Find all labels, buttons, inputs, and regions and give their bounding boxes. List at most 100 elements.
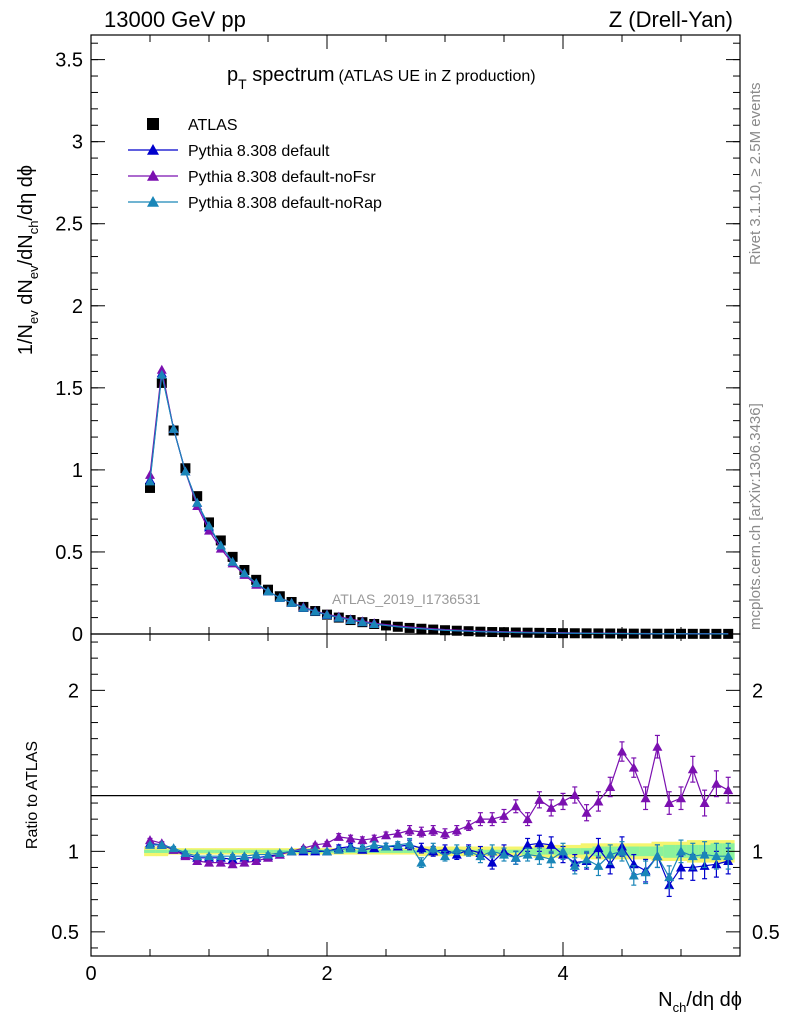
pythia-8-308-default-norap-ratio-marker	[711, 851, 722, 861]
pythia-8-308-default-norap-ratio-marker	[263, 849, 273, 859]
pythia-8-308-default-nofsr-ratio-marker	[723, 785, 734, 795]
mcplots-reference-label: mcplots.cern.ch [arXiv:1306.3436]	[747, 403, 764, 630]
pythia-8-308-default-norap-marker	[310, 606, 321, 616]
pythia-8-308-default-norap-ratio-marker	[593, 860, 604, 870]
y-tick-label: 1.5	[55, 378, 83, 400]
band-green-segment	[144, 849, 157, 853]
pythia-8-308-default-norap-ratio-marker	[310, 844, 321, 854]
pythia-8-308-default-norap-ratio-marker	[640, 867, 651, 877]
pythia-8-308-default-norap-marker	[286, 597, 297, 607]
legend-marker-atlas	[147, 118, 159, 130]
band-green-segment	[391, 849, 405, 853]
y-tick-label: 2	[72, 296, 83, 318]
pythia-8-308-default-norap-ratio-marker	[251, 849, 262, 859]
pythia-8-308-default-norap-marker	[227, 556, 238, 566]
pythia-8-308-default-ratio-marker	[534, 838, 545, 848]
pythia-8-308-default-nofsr-ratio-marker	[204, 857, 214, 867]
pythia-8-308-default-nofsr-ratio-marker	[227, 859, 238, 869]
band-green-segment	[203, 849, 216, 853]
pythia-8-308-default-nofsr-ratio-marker	[546, 802, 557, 812]
pythia-8-308-default-nofsr-ratio-marker	[145, 835, 155, 845]
pythia-8-308-default-nofsr-ratio-marker	[392, 828, 403, 838]
pythia-8-308-default-nofsr-ratio-marker	[652, 741, 663, 751]
pythia-8-308-default-norap-marker	[168, 423, 179, 433]
x-tick-label: 2	[321, 963, 332, 985]
pythia-8-308-default-norap-marker	[369, 618, 380, 628]
pythia-8-308-default-norap-marker	[357, 617, 368, 627]
legend-label-pythia-8-308-default-norap: Pythia 8.308 default-noRap	[188, 195, 382, 212]
y-tick-label: 3.5	[55, 50, 83, 72]
pythia-8-308-default-norap-marker	[156, 369, 167, 379]
pythia-8-308-default-norap-marker	[180, 466, 191, 476]
pythia-8-308-default-norap-ratio-marker	[628, 870, 639, 880]
pythia-8-308-default-norap-ratio-marker	[345, 843, 356, 853]
pythia-8-308-default-norap-marker	[322, 609, 332, 619]
pythia-8-308-default-nofsr-ratio-marker	[628, 762, 639, 772]
pythia-8-308-default-norap-ratio-marker	[357, 843, 368, 853]
band-green-segment	[191, 849, 204, 853]
legend-marker-pythia-8-308-default-norap	[147, 196, 159, 207]
pythia-8-308-default-ratio-marker	[416, 843, 427, 853]
pythia-8-308-default-nofsr-ratio-marker	[215, 857, 226, 867]
pythia-8-308-default-nofsr-ratio-marker	[558, 796, 568, 806]
y-axis-title-main: 1/Nev dNev/dNch/dη dϕ	[15, 165, 41, 355]
ratio-series-group	[145, 734, 734, 898]
band-green-segment	[403, 849, 416, 853]
y-tick-label: 2.5	[55, 214, 83, 236]
energy-label: 13000 GeV pp	[104, 7, 246, 32]
band-green-segment	[155, 849, 169, 853]
pythia-8-308-default-norap-ratio-marker	[522, 849, 533, 859]
pythia-8-308-default-nofsr-ratio-marker	[357, 835, 368, 845]
pythia-8-308-default-norap-ratio-marker	[569, 860, 580, 870]
pythia-8-308-default-nofsr-ratio-marker	[499, 810, 509, 820]
pythia-8-308-default-norap-ratio-marker	[428, 843, 439, 853]
pythia-8-308-default-norap-ratio-marker	[687, 851, 698, 861]
legend: ATLAS Pythia 8.308 default Pythia 8.308 de…	[128, 117, 382, 212]
pythia-8-308-default-norap-ratio-marker	[333, 844, 344, 854]
pythia-8-308-default-norap-ratio-marker	[298, 844, 309, 854]
pythia-8-308-default-nofsr-ratio-marker	[640, 793, 651, 803]
band-green-segment	[214, 849, 228, 853]
pythia-8-308-default-norap-ratio-marker	[416, 857, 427, 867]
pythia-8-308-default-nofsr-ratio-marker	[534, 794, 545, 804]
ratio-y-tick-label-left: 0.5	[51, 922, 79, 944]
pythia-8-308-default-nofsr-ratio-marker	[310, 839, 321, 849]
pythia-8-308-default-ratio-marker	[487, 857, 498, 867]
band-green-segment	[639, 846, 652, 857]
pythia-8-308-default-nofsr-ratio-marker	[711, 778, 722, 788]
pythia-8-308-default-nofsr-ratio-marker	[192, 856, 203, 866]
y-tick-label: 0	[72, 624, 83, 646]
pythia-8-308-default-nofsr-ratio-marker	[381, 830, 391, 840]
pythia-8-308-default-norap-ratio-marker	[440, 851, 450, 861]
pythia-8-308-default-nofsr-ratio-marker	[475, 814, 486, 824]
pythia-8-308-default-nofsr-ratio-marker	[664, 798, 675, 808]
pythia-8-308-default-norap-marker	[192, 497, 203, 507]
process-label: Z (Drell-Yan)	[609, 7, 733, 32]
ratio-y-tick-label-left: 1	[68, 841, 79, 863]
pythia-8-308-default-nofsr-ratio-marker	[605, 781, 616, 791]
pythia-8-308-default-ratio-marker	[676, 862, 686, 872]
pythia-8-308-default-norap-ratio-marker	[156, 839, 167, 849]
pythia-8-308-default-nofsr-ratio-marker	[569, 790, 580, 799]
ratio-y-tick-label-right: 1	[752, 841, 763, 863]
atlas-data-point	[192, 491, 203, 502]
y-axis-title-ratio: Ratio to ATLAS	[24, 741, 41, 849]
pythia-8-308-default-nofsr-ratio-marker	[404, 825, 415, 835]
plot-title: pT spectrum (ATLAS UE in Z production)	[227, 64, 536, 92]
pythia-8-308-default-norap-marker	[274, 592, 285, 602]
pythia-8-308-default-norap-ratio-marker	[392, 839, 403, 849]
pythia-8-308-default-nofsr-ratio-marker	[593, 796, 604, 806]
pythia-8-308-default-ratio-marker	[546, 839, 557, 849]
pythia-8-308-default-ratio-marker	[593, 843, 604, 853]
pythia-8-308-default-norap-ratio-marker	[617, 846, 627, 856]
ratio-y-tick-label-right: 2	[752, 680, 763, 702]
pythia-8-308-default-nofsr-marker	[145, 469, 155, 479]
pythia-8-308-default-nofsr-ratio-marker	[676, 793, 686, 803]
pythia-8-308-default-norap-marker	[239, 568, 250, 578]
x-tick-label: 4	[557, 963, 568, 985]
legend-marker-pythia-8-308-default-nofsr	[147, 170, 159, 181]
pythia-8-308-default-nofsr-ratio-marker	[451, 825, 462, 835]
pythia-8-308-default-norap-ratio-marker	[546, 854, 557, 864]
pythia-8-308-default-norap-ratio-marker	[168, 843, 179, 853]
